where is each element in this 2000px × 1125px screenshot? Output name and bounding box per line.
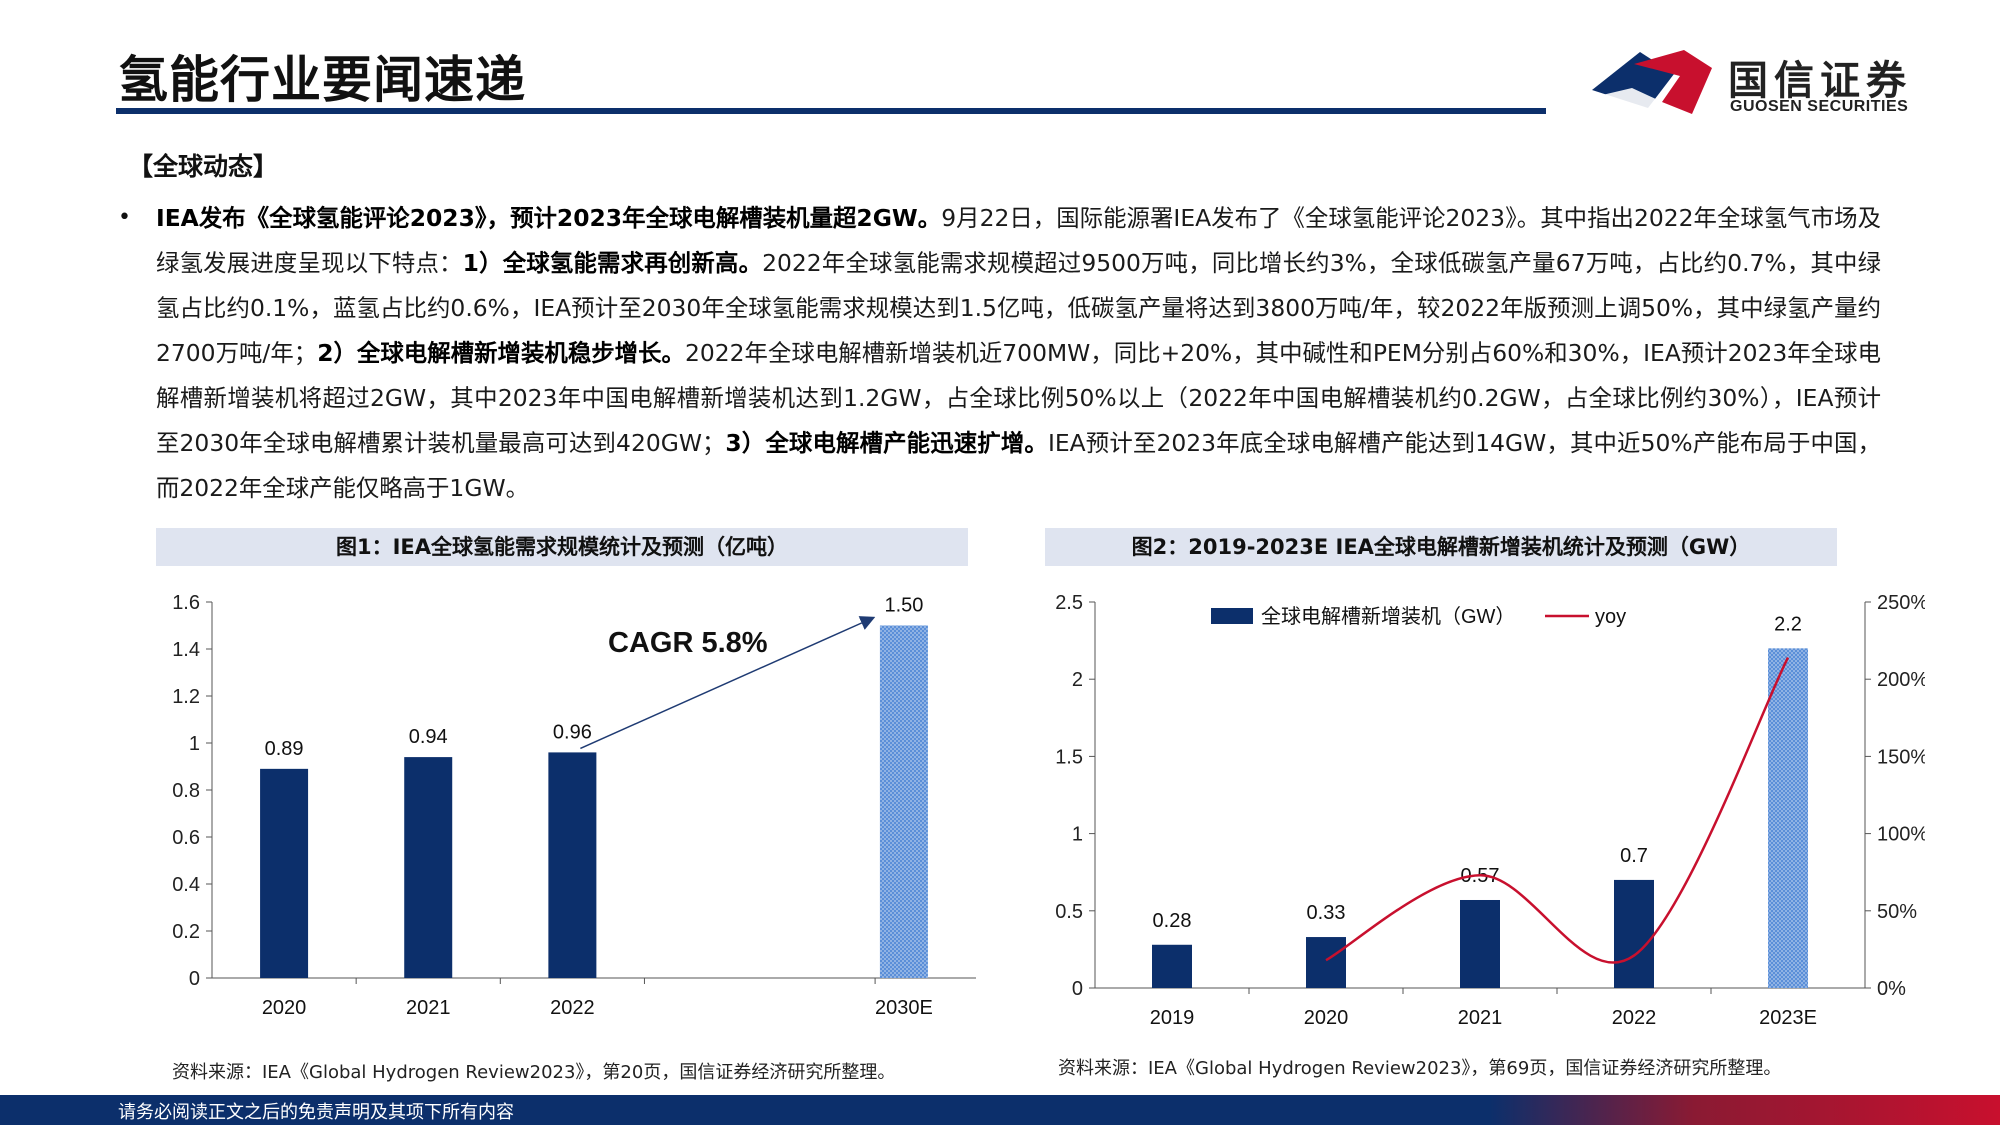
data-label: 0.28 — [1153, 910, 1192, 932]
x-tick-label: 2020 — [262, 997, 307, 1019]
bar — [1614, 879, 1654, 988]
data-label: 2.2 — [1774, 613, 1802, 635]
bar — [1768, 648, 1808, 988]
x-tick-label: 2030E — [875, 997, 933, 1019]
body-paragraph: IEA发布《全球氢能评论2023》，预计2023年全球电解槽装机量超2GW。9月… — [156, 196, 1881, 511]
y-tick-label: 0.4 — [172, 874, 200, 896]
point-2-text: 2022年全球电解槽新增装机近700MW，同比+20%，其中碱性和PEM分别占6… — [156, 339, 1882, 457]
y-tick-label: 0.6 — [172, 827, 200, 849]
brand-en: GUOSEN SECURITIES — [1730, 98, 1909, 115]
bar — [404, 757, 453, 978]
figure-1-source: 资料来源：IEA《Global Hydrogen Review2023》，第20… — [172, 1062, 896, 1083]
point-2-bold: 2）全球电解槽新增装机稳步增长。 — [317, 339, 685, 367]
y-tick-label: 1.6 — [172, 592, 200, 614]
data-label: 0.94 — [409, 726, 448, 748]
y-tick-label: 0 — [1072, 978, 1083, 1000]
x-tick-label: 2023E — [1759, 1007, 1817, 1029]
point-3-text: IEA预计至2023年底全球电解槽产能达到14GW，其中近50%产能布局于中国，… — [156, 429, 1881, 502]
y-tick-label: 1 — [189, 733, 200, 755]
y-tick-label: 2 — [1072, 669, 1083, 691]
yoy-line — [1325, 657, 1790, 964]
chart-hydrogen-demand: 0 0.2 0.4 0.6 0.8 1 1.2 1.4 1.6 0.89 2020 0.94 2021 0… — [172, 592, 976, 1019]
cagr-arrow — [580, 616, 876, 750]
legend-label-line: yoy — [1595, 606, 1626, 628]
y-tick-label: 0.2 — [172, 921, 200, 943]
guosen-logo — [1592, 50, 1712, 114]
data-label: 0.7 — [1620, 845, 1648, 867]
footer-disclaimer: 请务必阅读正文之后的免责声明及其项下所有内容 — [118, 1102, 514, 1123]
bar — [548, 752, 597, 978]
figure-1-title: 图1：IEA全球氢能需求规模统计及预测（亿吨） — [156, 528, 968, 566]
y-tick-label: 1.5 — [1055, 746, 1083, 768]
headline-bold: IEA发布《全球氢能评论2023》，预计2023年全球电解槽装机量超2GW。 — [156, 204, 942, 232]
title-rule — [116, 108, 1546, 114]
figure-2-source: 资料来源：IEA《Global Hydrogen Review2023》，第69… — [1058, 1058, 1782, 1079]
y2-tick-label: 50% — [1877, 901, 1917, 923]
y-tick-label: 0.8 — [172, 780, 200, 802]
point-1-bold: 1）全球氢能需求再创新高。 — [462, 249, 763, 277]
figure-2-title: 图2：2019-2023E IEA全球电解槽新增装机统计及预测（GW） — [1045, 528, 1837, 566]
bar — [1460, 899, 1500, 988]
bar — [879, 625, 928, 978]
y-tick-label: 1 — [1072, 824, 1083, 846]
page-title: 氢能行业要闻速递 — [118, 51, 526, 109]
data-label: 0.89 — [265, 738, 304, 760]
x-tick-label: 2021 — [1458, 1007, 1503, 1029]
x-tick-label: 2020 — [1304, 1007, 1349, 1029]
bar — [1306, 937, 1346, 988]
x-tick-label: 2022 — [550, 997, 595, 1019]
y-tick-label: 1.2 — [172, 686, 200, 708]
bullet-dot: • — [118, 205, 131, 230]
bar — [260, 768, 309, 978]
y2-tick-label: 100% — [1877, 824, 1925, 846]
data-label: 0.96 — [553, 721, 592, 743]
x-tick-label: 2019 — [1150, 1007, 1195, 1029]
y2-tick-label: 150% — [1877, 746, 1925, 768]
y-tick-label: 0 — [189, 968, 200, 990]
y2-tick-label: 250% — [1877, 592, 1925, 614]
brand-name: 国信证券 — [1728, 58, 1912, 104]
x-tick-label: 2022 — [1612, 1007, 1657, 1029]
point-3-bold: 3）全球电解槽产能迅速扩增。 — [725, 429, 1048, 457]
footer-accent — [1490, 1095, 2000, 1125]
point-1-text: 2022年全球氢能需求规模超过9500万吨，同比增长约3%，全球低碳氢产量67万… — [156, 249, 1881, 367]
chart-electrolyzer-installs: 0 0.5 1 1.5 2 2.5 0% 50% 100% 150% 200% 250% 0.28 201… — [1055, 592, 1925, 1029]
y-tick-label: 2.5 — [1055, 592, 1083, 614]
section-heading: 【全球动态】 — [128, 152, 279, 181]
data-label: 1.50 — [884, 595, 923, 617]
x-tick-label: 2021 — [406, 997, 451, 1019]
intro-text: 9月22日，国际能源署IEA发布了《全球氢能评论2023》。其中指出2022年全… — [156, 204, 1881, 277]
y2-tick-label: 200% — [1877, 669, 1925, 691]
legend-label-bar: 全球电解槽新增装机（GW） — [1261, 605, 1515, 628]
cagr-annotation: CAGR 5.8% — [608, 627, 768, 659]
y-tick-label: 1.4 — [172, 639, 200, 661]
y-tick-label: 0.5 — [1055, 901, 1083, 923]
bar — [1152, 944, 1192, 988]
legend-swatch-bar — [1211, 608, 1253, 624]
data-label: 0.33 — [1307, 902, 1346, 924]
y2-tick-label: 0% — [1877, 978, 1906, 1000]
